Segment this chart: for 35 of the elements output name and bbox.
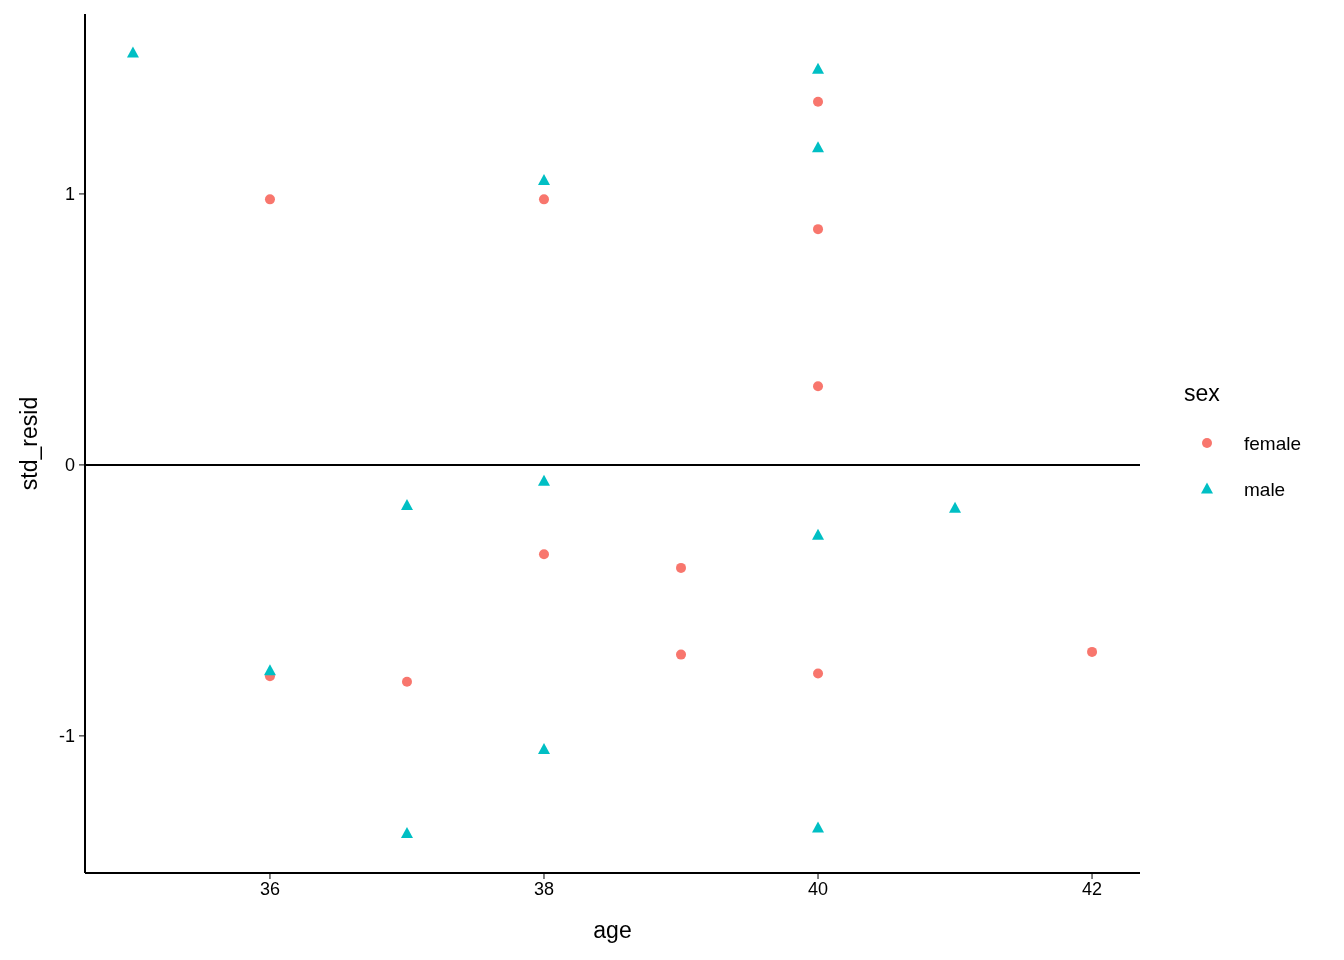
x-tick-label: 40 [808, 879, 829, 899]
point [126, 46, 139, 58]
legend-label: male [1244, 479, 1286, 500]
x-tick-label: 38 [533, 879, 555, 899]
point [1087, 646, 1098, 657]
x-axis-title: age [593, 917, 632, 943]
legend-title: sex [1184, 380, 1221, 406]
y-axis-title: std_resid [16, 396, 42, 491]
x-tick-label: 36 [259, 879, 280, 899]
point [537, 474, 550, 486]
point [812, 528, 825, 540]
point [401, 676, 412, 687]
point [813, 224, 824, 235]
point [400, 499, 413, 511]
point [538, 194, 549, 205]
point [264, 194, 275, 205]
point [949, 501, 962, 513]
point [812, 62, 825, 74]
point [538, 549, 549, 560]
point [676, 649, 687, 660]
y-tick-label: 0 [64, 454, 75, 475]
point [812, 141, 825, 153]
point [813, 96, 824, 107]
x-tick-label: 42 [1082, 879, 1103, 899]
legend-label: female [1244, 433, 1302, 454]
y-tick-label: 1 [64, 183, 75, 204]
point [263, 664, 276, 676]
point [537, 173, 550, 185]
point [537, 742, 550, 754]
point [813, 381, 824, 392]
point [400, 826, 413, 838]
point [813, 668, 824, 679]
y-tick-label: -1 [58, 725, 75, 746]
point [812, 821, 825, 833]
point [676, 562, 687, 573]
